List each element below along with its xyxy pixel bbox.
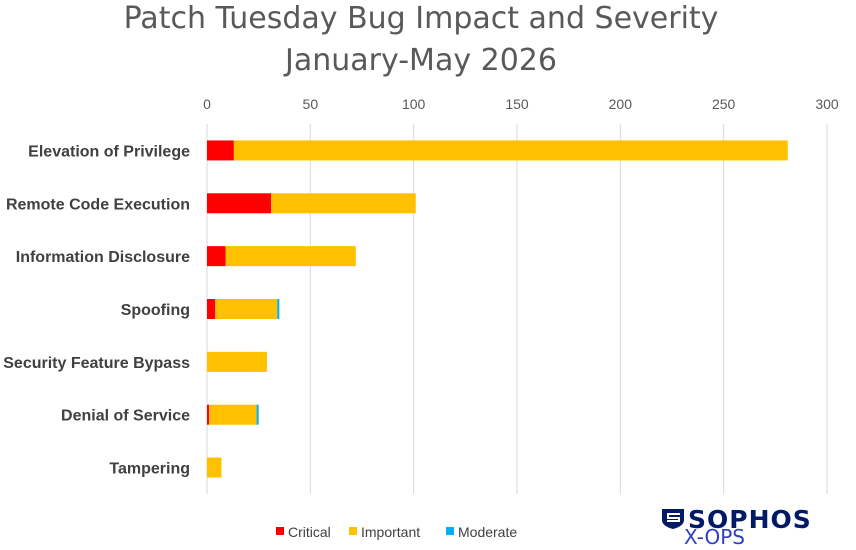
legend-swatch xyxy=(349,527,357,535)
bar-critical xyxy=(207,404,210,425)
x-tick-label: 200 xyxy=(609,96,633,112)
legend-label: Important xyxy=(361,524,420,540)
category-labels: Elevation of Privilege Remote Code Execut… xyxy=(3,143,190,477)
bar-critical xyxy=(207,246,226,267)
legend-label: Moderate xyxy=(458,524,517,540)
bar-critical xyxy=(207,193,272,214)
category-label: Spoofing xyxy=(121,302,190,319)
legend-swatch xyxy=(276,527,284,535)
logo-sub-text: X-OPS xyxy=(684,525,745,549)
bar-important xyxy=(207,457,222,478)
category-label: Security Feature Bypass xyxy=(3,355,190,372)
bar-important xyxy=(209,404,257,425)
category-label: Elevation of Privilege xyxy=(28,143,190,160)
bar-important xyxy=(233,140,788,161)
bar-important xyxy=(271,193,416,214)
bar-critical xyxy=(207,299,216,319)
legend: Critical Important Moderate xyxy=(276,524,517,540)
bar-important xyxy=(215,299,278,319)
x-tick-label: 300 xyxy=(815,96,839,112)
category-label: Tampering xyxy=(109,461,190,478)
bar-moderate xyxy=(277,299,280,319)
chart-title-line2: January-May 2026 xyxy=(283,43,557,78)
x-tick-label: 250 xyxy=(712,96,736,112)
bar-moderate xyxy=(256,404,259,425)
bar-critical xyxy=(207,140,234,161)
category-label: Information Disclosure xyxy=(16,249,190,266)
legend-label: Critical xyxy=(288,524,331,540)
category-label: Denial of Service xyxy=(61,408,190,425)
gridlines xyxy=(206,124,828,494)
chart-title-line1: Patch Tuesday Bug Impact and Severity xyxy=(124,1,719,36)
bars xyxy=(207,140,788,478)
legend-swatch xyxy=(446,527,454,535)
x-tick-label: 100 xyxy=(402,96,426,112)
logo-brand-text: SOPHOS xyxy=(688,505,812,534)
x-tick-label: 0 xyxy=(203,96,211,112)
category-label: Remote Code Execution xyxy=(6,196,190,213)
x-tick-label: 50 xyxy=(303,96,319,112)
x-axis-ticks: 0 50 100 150 200 250 300 xyxy=(203,96,839,112)
bar-important xyxy=(225,246,356,267)
x-tick-label: 150 xyxy=(505,96,529,112)
sophos-logo: SOPHOS X-OPS xyxy=(662,505,812,549)
bar-important xyxy=(207,351,267,372)
